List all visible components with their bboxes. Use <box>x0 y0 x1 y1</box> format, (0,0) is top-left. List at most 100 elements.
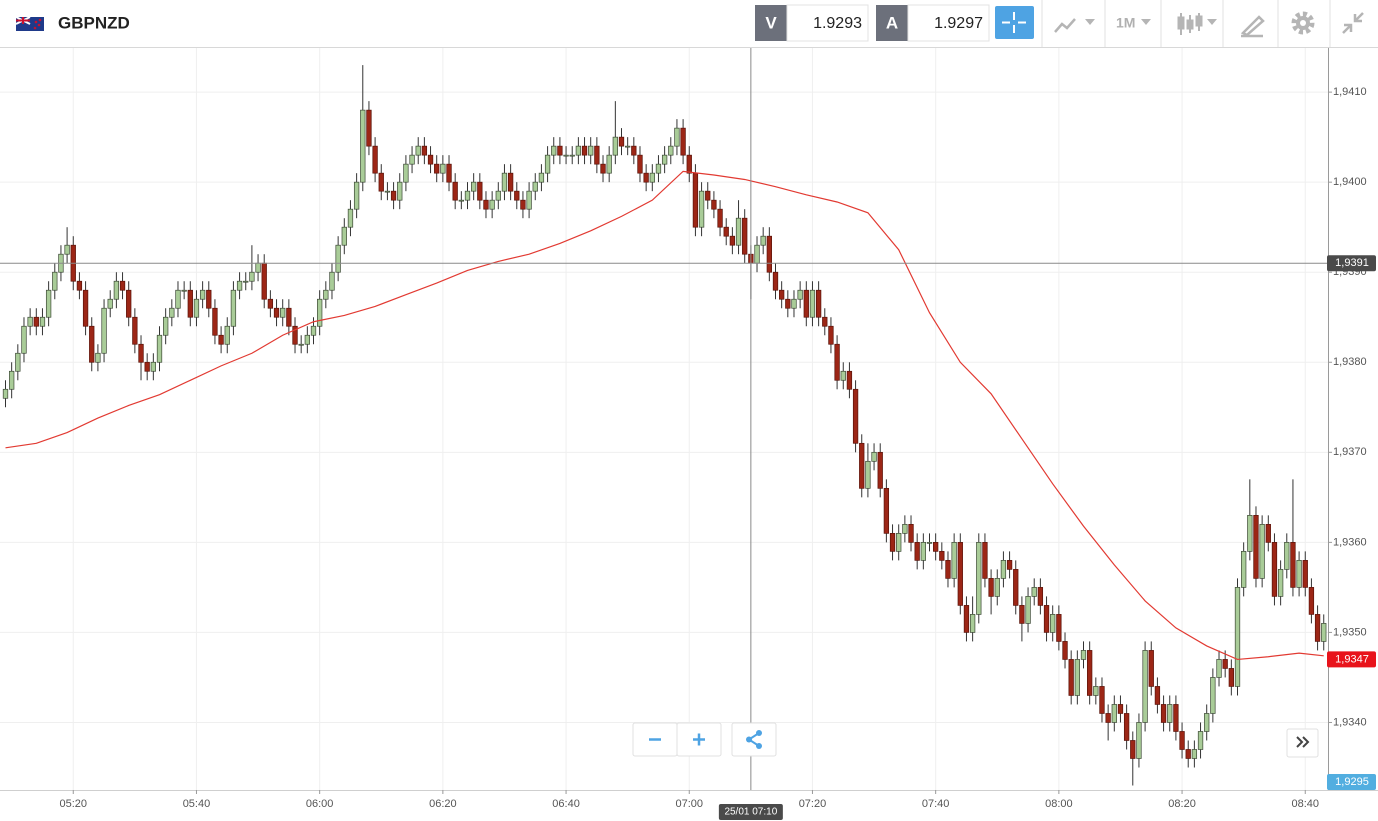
candle-body <box>920 542 926 561</box>
candle-body <box>908 524 914 543</box>
candle-body <box>464 190 471 201</box>
zoom-in-button[interactable] <box>676 722 722 757</box>
candle-body <box>723 226 729 237</box>
x-tick-label: 08:20 <box>1168 798 1196 810</box>
candle-body <box>902 524 908 534</box>
candle-body <box>834 343 840 381</box>
candle-body <box>1314 614 1321 642</box>
candle-body <box>317 298 323 327</box>
buy-price-box[interactable] <box>907 4 990 42</box>
drawing-tools-button[interactable] <box>1240 15 1265 38</box>
sell-button[interactable] <box>755 5 787 41</box>
candle-body <box>1117 704 1124 714</box>
candle-body <box>1130 740 1136 759</box>
candle-body <box>1037 587 1044 606</box>
last-price-label: 1,9347 <box>1335 653 1369 665</box>
plot-area <box>0 48 1328 790</box>
x-tick-label: 05:20 <box>59 798 87 810</box>
x-tick-label: 06:20 <box>429 798 457 810</box>
candle-body <box>286 307 292 327</box>
candle-body <box>243 280 249 283</box>
candle-body <box>452 181 458 201</box>
scroll-end-button[interactable] <box>1286 728 1319 758</box>
crosshair-button[interactable] <box>995 6 1034 39</box>
crosshair-price-label: 1,9391 <box>1335 257 1369 269</box>
candle-body <box>378 172 384 192</box>
candle-body <box>742 217 748 255</box>
sell-price-box[interactable] <box>786 4 869 42</box>
candle-body <box>427 154 434 165</box>
candle-body <box>674 127 680 147</box>
candle-body <box>150 361 156 372</box>
candle-body <box>45 289 52 318</box>
candle-body <box>1302 560 1308 588</box>
candle-body <box>914 542 920 561</box>
candle-style-button[interactable] <box>1177 13 1217 35</box>
candle-body <box>1062 641 1068 660</box>
candle-body <box>323 289 329 300</box>
candle-body <box>815 289 822 318</box>
candle-body <box>1210 677 1216 714</box>
candle-body <box>828 325 834 345</box>
candle-body <box>2 388 9 399</box>
chart-type-button[interactable] <box>1054 18 1095 33</box>
candle-body <box>273 307 280 318</box>
symbol: GBPNZD <box>58 13 130 32</box>
candle-body <box>21 325 27 354</box>
candle-body <box>785 298 791 309</box>
candle-body <box>538 172 545 183</box>
settings-button[interactable] <box>1291 11 1315 35</box>
candle-body <box>649 172 655 183</box>
candle-body <box>1234 587 1241 687</box>
candle-body <box>27 316 33 327</box>
candle-body <box>1191 749 1198 759</box>
candle-body <box>1099 686 1105 714</box>
candle-body <box>267 298 274 309</box>
x-tick-label: 06:40 <box>552 798 580 810</box>
candle-body <box>1080 650 1087 660</box>
candle-body <box>859 442 865 489</box>
candle-body <box>335 244 341 273</box>
candle-body <box>803 289 809 318</box>
x-tick-label: 07:00 <box>675 798 703 810</box>
candle-body <box>655 163 662 174</box>
candle-body <box>366 109 372 147</box>
candle-body <box>637 154 643 174</box>
candle-body <box>735 217 742 246</box>
candle-body <box>594 145 600 165</box>
candle-body <box>705 190 711 201</box>
candle-body <box>661 154 668 165</box>
candle-body <box>1068 659 1074 696</box>
candle-body <box>471 181 477 192</box>
candle-body <box>791 298 797 309</box>
candle-body <box>329 271 335 291</box>
timeframe-button[interactable]: 1M <box>1116 15 1151 31</box>
candle-body <box>249 271 255 282</box>
buy-button[interactable] <box>876 5 908 41</box>
x-tick-label: 05:40 <box>183 798 211 810</box>
last-price-box <box>1327 651 1376 668</box>
buy-price: 1.9297 <box>934 15 983 32</box>
candle-body <box>1290 542 1296 588</box>
candle-body <box>156 334 163 363</box>
bottom-price-label: 1,9295 <box>1335 776 1369 788</box>
collapse-button[interactable] <box>1342 12 1364 34</box>
candle-body <box>1222 659 1228 669</box>
candle-body <box>1006 560 1013 570</box>
candle-body <box>779 289 785 300</box>
candle-body <box>625 145 631 148</box>
candle-body <box>951 542 957 579</box>
candle-body <box>883 487 890 534</box>
candle-body <box>446 163 452 183</box>
bottom-price-box <box>1327 774 1376 790</box>
x-tick-label: 08:40 <box>1291 798 1319 810</box>
share-button[interactable] <box>731 722 777 757</box>
candle-body <box>187 289 193 318</box>
candle-body <box>520 199 526 210</box>
candle-body <box>969 614 976 633</box>
x-tick-label: 07:20 <box>799 798 827 810</box>
candle-body <box>846 370 853 390</box>
y-tick-label: 1,9370 <box>1333 446 1367 458</box>
candle-body <box>360 109 366 183</box>
zoom-out-button[interactable] <box>632 722 678 757</box>
